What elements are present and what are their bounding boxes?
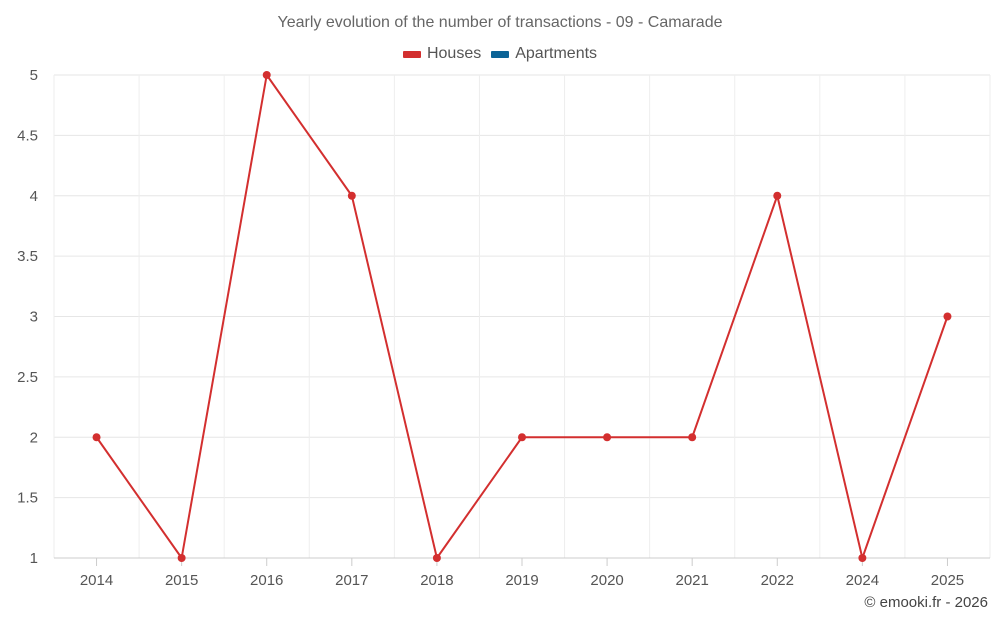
- x-axis: 2014 2015 2016 2017 2018 2019 2020 2021 2022 2024…: [54, 557, 990, 589]
- data-point[interactable]: [943, 312, 952, 321]
- y-tick-label: 4: [30, 188, 38, 205]
- data-point[interactable]: [432, 554, 441, 562]
- legend: Houses Apartments: [0, 45, 1000, 63]
- x-tick-label: 2016: [250, 572, 283, 589]
- x-tick-label: 2024: [846, 572, 879, 589]
- x-tick-label: 2022: [761, 572, 794, 589]
- data-point[interactable]: [858, 554, 867, 562]
- x-tick-label: 2025: [931, 572, 964, 589]
- data-point[interactable]: [262, 71, 271, 79]
- x-tick-label: 2018: [420, 572, 453, 589]
- legend-item-houses[interactable]: Houses: [402, 45, 482, 63]
- y-tick-label: 5: [30, 67, 38, 84]
- grid: [53, 74, 991, 559]
- series-layer: [92, 71, 952, 562]
- x-tick-label: 2020: [590, 572, 623, 589]
- x-tick-label: 2015: [165, 572, 198, 589]
- y-tick-label: 1.5: [17, 490, 38, 507]
- x-tick-label: 2019: [505, 572, 538, 589]
- x-tick-label: 2021: [675, 572, 708, 589]
- y-tick-label: 4.5: [17, 127, 38, 144]
- y-tick-label: 3: [30, 309, 38, 326]
- data-point[interactable]: [92, 433, 101, 442]
- x-tick-label: 2017: [335, 572, 368, 589]
- data-point[interactable]: [688, 433, 697, 442]
- y-tick-label: 2: [30, 429, 38, 446]
- x-tick-label: 2014: [80, 572, 113, 589]
- y-tick-label: 1: [30, 550, 38, 567]
- data-point[interactable]: [773, 191, 782, 200]
- legend-swatch-apartments: [491, 50, 510, 58]
- data-point[interactable]: [518, 433, 526, 442]
- chart-title: Yearly evolution of the number of transa…: [277, 14, 723, 31]
- y-tick-label: 3.5: [17, 248, 38, 265]
- legend-item-apartments[interactable]: Apartments: [491, 45, 597, 63]
- y-tick-label: 2.5: [17, 369, 38, 386]
- credit-text: © emooki.fr - 2026: [864, 594, 988, 611]
- legend-label-houses: Houses: [426, 45, 482, 62]
- legend-label-apartments: Apartments: [515, 45, 598, 62]
- y-axis: 1 1.5 2 2.5 3 3.5 4 4.5 5: [17, 67, 38, 567]
- data-point[interactable]: [603, 433, 612, 442]
- legend-swatch-houses: [402, 50, 421, 58]
- data-point[interactable]: [177, 554, 186, 562]
- data-point[interactable]: [347, 191, 356, 200]
